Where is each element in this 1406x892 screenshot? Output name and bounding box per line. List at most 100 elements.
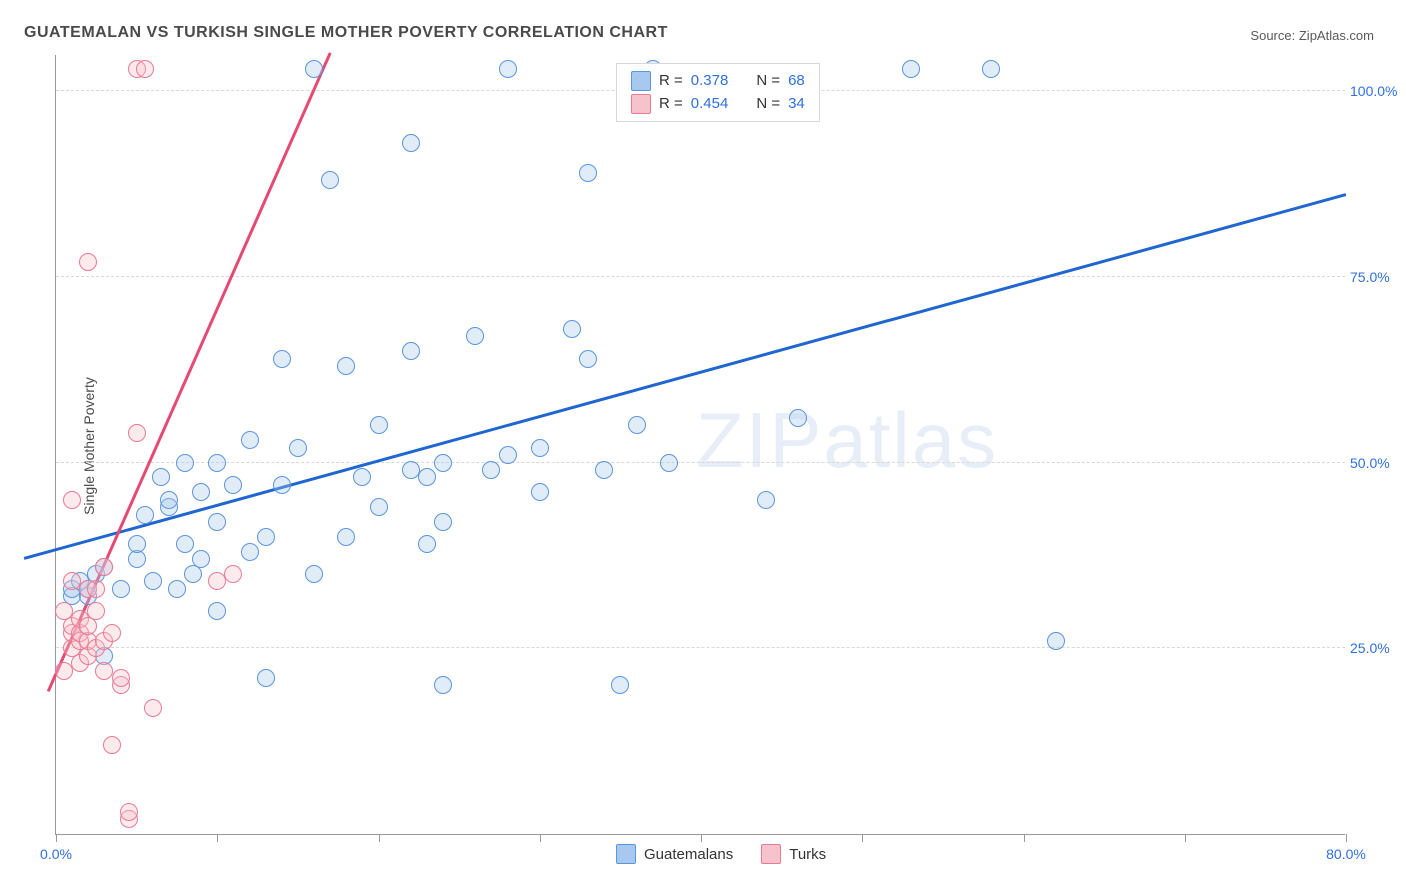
scatter-point [87, 580, 105, 598]
source-credit: Source: ZipAtlas.com [1250, 28, 1374, 43]
scatter-point [628, 416, 646, 434]
scatter-point [208, 513, 226, 531]
n-label: N = [756, 70, 780, 93]
scatter-point [563, 320, 581, 338]
scatter-point [257, 528, 275, 546]
scatter-point [224, 565, 242, 583]
source-value: ZipAtlas.com [1299, 28, 1374, 43]
scatter-point [176, 454, 194, 472]
x-tick [1346, 834, 1347, 842]
x-tick [217, 834, 218, 842]
grid-line [56, 276, 1345, 277]
scatter-point [595, 461, 613, 479]
scatter-point [611, 676, 629, 694]
scatter-point [192, 550, 210, 568]
legend-swatch [631, 94, 651, 114]
scatter-point [982, 60, 1000, 78]
y-tick-label: 75.0% [1350, 269, 1405, 285]
scatter-point [418, 535, 436, 553]
scatter-point [63, 491, 81, 509]
scatter-point [353, 468, 371, 486]
n-value: 34 [788, 93, 805, 116]
scatter-point [434, 513, 452, 531]
legend-swatch [761, 844, 781, 864]
scatter-point [120, 803, 138, 821]
scatter-point [434, 454, 452, 472]
scatter-point [499, 60, 517, 78]
scatter-point [95, 558, 113, 576]
scatter-point [337, 528, 355, 546]
n-label: N = [756, 93, 780, 116]
scatter-point [337, 357, 355, 375]
x-tick [862, 834, 863, 842]
series-legend-item: Guatemalans [616, 844, 733, 864]
scatter-point [208, 602, 226, 620]
scatter-point [208, 454, 226, 472]
legend-swatch [631, 71, 651, 91]
x-tick [1024, 834, 1025, 842]
scatter-point [370, 416, 388, 434]
scatter-point [224, 476, 242, 494]
scatter-point [136, 506, 154, 524]
chart-container: GUATEMALAN VS TURKISH SINGLE MOTHER POVE… [0, 0, 1406, 892]
x-tick-label: 80.0% [1326, 846, 1366, 862]
scatter-point [305, 60, 323, 78]
scatter-point [152, 468, 170, 486]
stats-legend: R =0.378N =68R =0.454N =34 [616, 63, 820, 122]
r-value: 0.378 [691, 70, 729, 93]
scatter-point [168, 580, 186, 598]
series-legend: Guatemalans Turks [616, 844, 826, 864]
stats-legend-row: R =0.378N =68 [631, 70, 805, 93]
scatter-point [370, 498, 388, 516]
scatter-point [289, 439, 307, 457]
series-legend-label: Turks [789, 846, 826, 863]
scatter-point [579, 164, 597, 182]
scatter-point [103, 736, 121, 754]
trend-line [23, 193, 1346, 559]
scatter-point [902, 60, 920, 78]
scatter-plot: ZIPatlas 25.0%50.0%75.0%100.0%0.0%80.0%R… [55, 55, 1345, 835]
scatter-point [136, 60, 154, 78]
scatter-point [257, 669, 275, 687]
scatter-point [192, 483, 210, 501]
scatter-point [1047, 632, 1065, 650]
scatter-point [789, 409, 807, 427]
scatter-point [305, 565, 323, 583]
scatter-point [103, 624, 121, 642]
scatter-point [402, 342, 420, 360]
scatter-point [160, 491, 178, 509]
scatter-point [499, 446, 517, 464]
scatter-point [531, 483, 549, 501]
x-tick [1185, 834, 1186, 842]
scatter-point [128, 424, 146, 442]
legend-swatch [616, 844, 636, 864]
stats-legend-row: R =0.454N =34 [631, 93, 805, 116]
y-tick-label: 25.0% [1350, 640, 1405, 656]
scatter-point [241, 543, 259, 561]
scatter-point [144, 572, 162, 590]
r-value: 0.454 [691, 93, 729, 116]
grid-line [56, 462, 1345, 463]
watermark: ZIPatlas [696, 395, 998, 486]
scatter-point [466, 327, 484, 345]
scatter-point [531, 439, 549, 457]
scatter-point [434, 676, 452, 694]
r-label: R = [659, 70, 683, 93]
scatter-point [273, 476, 291, 494]
scatter-point [402, 134, 420, 152]
x-tick-label: 0.0% [40, 846, 72, 862]
scatter-point [660, 454, 678, 472]
x-tick [540, 834, 541, 842]
y-tick-label: 100.0% [1350, 83, 1405, 99]
scatter-point [87, 602, 105, 620]
scatter-point [482, 461, 500, 479]
x-tick [379, 834, 380, 842]
scatter-point [579, 350, 597, 368]
scatter-point [418, 468, 436, 486]
scatter-point [128, 535, 146, 553]
series-legend-label: Guatemalans [644, 846, 733, 863]
x-tick [701, 834, 702, 842]
source-label: Source: [1250, 28, 1295, 43]
series-legend-item: Turks [761, 844, 826, 864]
chart-title: GUATEMALAN VS TURKISH SINGLE MOTHER POVE… [24, 24, 668, 42]
